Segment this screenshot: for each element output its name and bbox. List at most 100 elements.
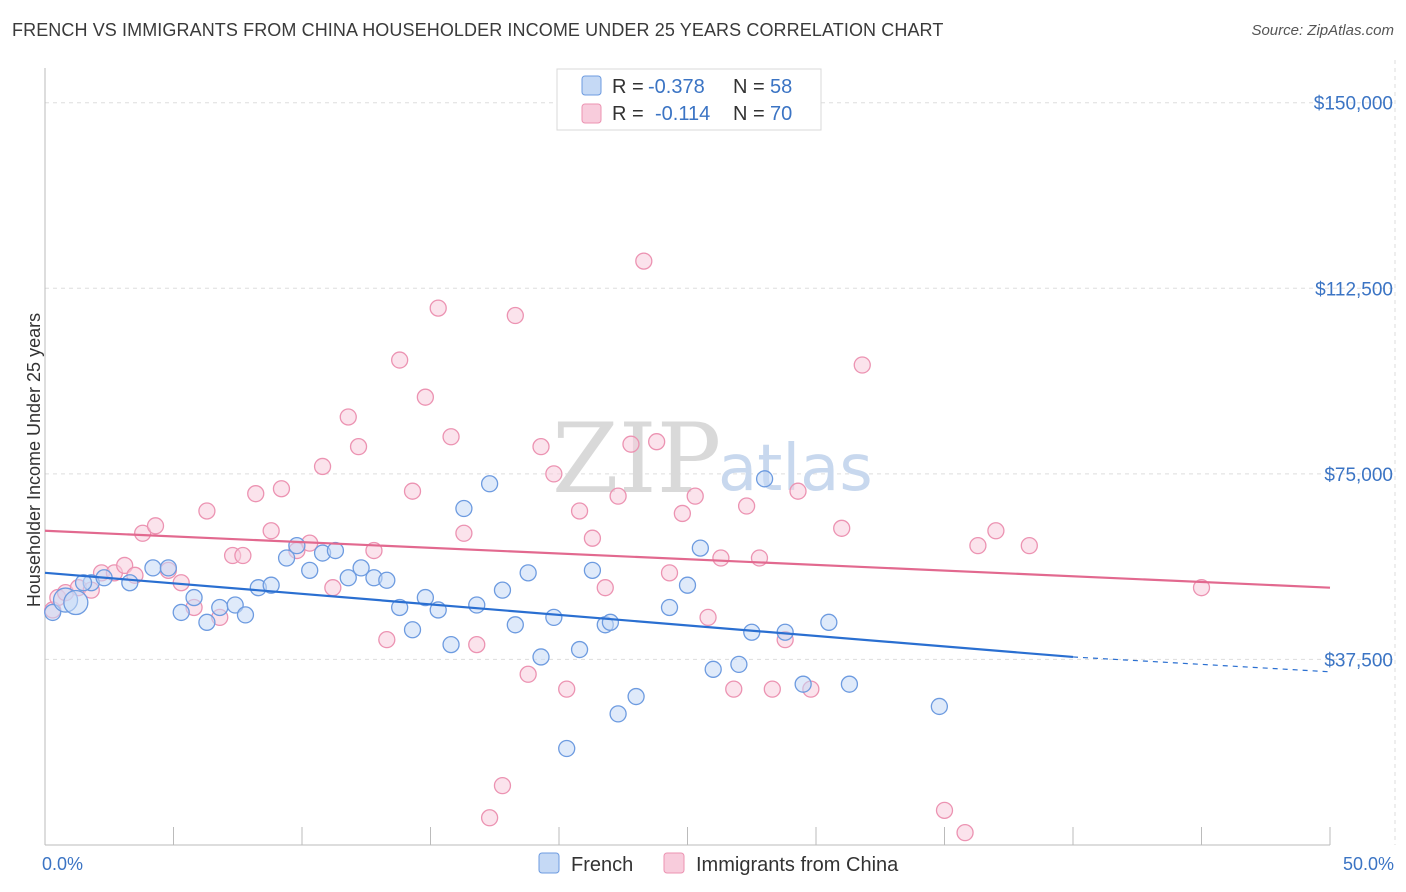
china-point-10	[146, 517, 165, 535]
french-point-17	[288, 536, 306, 555]
bottom-legend-china-label: Immigrants from China	[696, 854, 899, 876]
china-point-50	[660, 564, 679, 582]
china-point-14	[198, 502, 216, 520]
china-point-42	[558, 680, 576, 698]
french-point-34	[506, 616, 524, 634]
french-point-43	[627, 687, 645, 706]
china-point-51	[673, 504, 692, 523]
china-point-35	[468, 635, 486, 654]
china-point-52	[686, 487, 704, 505]
china-point-33	[442, 428, 460, 446]
china-point-58	[763, 680, 781, 698]
french-point-11	[211, 598, 229, 617]
french-point-30	[455, 499, 473, 518]
french-point-56	[74, 574, 93, 592]
legend-french-r-value: -0.378	[648, 76, 705, 98]
bottom-legend-china-swatch	[663, 852, 685, 874]
china-point-29	[391, 351, 409, 369]
french-point-45	[678, 576, 697, 594]
china-point-26	[349, 438, 368, 456]
china-point-24	[324, 579, 342, 597]
china-point-9	[134, 524, 152, 542]
china-point-18	[247, 485, 265, 503]
french-point-10	[198, 613, 216, 631]
china-point-37	[493, 776, 512, 795]
china-point-47	[622, 435, 640, 453]
french-point-36	[532, 648, 550, 666]
bottom-legend-french-swatch	[538, 852, 560, 874]
china-point-32	[429, 299, 447, 317]
legend-bottom: French Immigrants from China	[538, 852, 899, 876]
french-point-38	[558, 739, 576, 758]
china-point-39	[519, 665, 537, 683]
french-trend-extension	[1072, 656, 1331, 673]
china-point-49	[648, 433, 666, 451]
legend-french-swatch	[581, 75, 602, 96]
french-point-46	[691, 539, 709, 557]
legend-french-r-label: R =	[612, 76, 644, 98]
french-point-8	[172, 603, 190, 622]
french-point-2	[63, 589, 89, 616]
china-point-63	[853, 356, 871, 374]
china-point-46	[609, 487, 627, 505]
china-point-40	[532, 438, 550, 456]
china-point-45	[596, 579, 614, 597]
x-tick-label-0: 0.0%	[42, 854, 83, 874]
china-point-43	[570, 502, 589, 520]
china-point-67	[987, 522, 1005, 540]
china-point-25	[339, 408, 357, 426]
y-tick-label-3: $150,000	[1314, 94, 1393, 115]
y-tick-label-0: $37,500	[1324, 650, 1393, 671]
china-point-48	[635, 252, 653, 270]
china-point-34	[455, 524, 473, 542]
china-point-36	[480, 809, 499, 827]
french-points	[44, 470, 949, 758]
legend-top: R = -0.378 N = 58 R = -0.114 N = 70	[556, 68, 822, 131]
china-point-28	[378, 630, 396, 649]
french-point-40	[583, 561, 602, 580]
watermark: ZIP atlas	[552, 403, 873, 515]
french-point-27	[416, 588, 435, 607]
legend-china-n-value: 70	[770, 103, 792, 125]
legend-china-r-label: R =	[612, 103, 644, 125]
chart-title: FRENCH VS IMMIGRANTS FROM CHINA HOUSEHOL…	[12, 20, 944, 40]
french-point-53	[820, 613, 838, 631]
french-point-15	[262, 576, 280, 594]
french-point-55	[930, 697, 949, 716]
china-point-20	[272, 480, 291, 498]
french-point-18	[301, 561, 319, 580]
french-point-16	[277, 549, 296, 567]
french-point-32	[480, 475, 499, 493]
trend-lines	[44, 529, 1331, 673]
french-point-54	[840, 675, 859, 693]
china-point-41	[545, 465, 563, 483]
china-trend-line	[44, 529, 1331, 589]
french-point-52	[794, 675, 812, 693]
x-tick-label-1: 50.0%	[1343, 854, 1394, 874]
china-point-17	[234, 546, 252, 565]
china-points	[44, 252, 1211, 842]
french-point-47	[704, 660, 722, 678]
china-point-65	[956, 823, 974, 842]
china-point-23	[313, 457, 332, 476]
source-label: Source: ZipAtlas.com	[1251, 22, 1394, 39]
china-point-55	[725, 680, 743, 698]
french-point-21	[339, 569, 357, 587]
french-point-26	[403, 621, 422, 639]
china-point-64	[935, 801, 954, 820]
y-tick-label-2: $112,500	[1315, 279, 1393, 300]
china-point-53	[699, 608, 717, 627]
french-trend-line	[44, 571, 1074, 659]
axes	[44, 68, 1331, 846]
china-point-38	[506, 306, 524, 325]
french-point-13	[236, 606, 255, 624]
french-point-25	[391, 598, 409, 617]
french-point-24	[378, 571, 396, 589]
legend-china-n-label: N =	[733, 103, 765, 125]
china-point-69	[1192, 579, 1211, 597]
french-point-5	[121, 574, 139, 592]
french-point-37	[545, 608, 563, 627]
french-point-31	[468, 596, 486, 614]
china-point-44	[583, 529, 602, 547]
